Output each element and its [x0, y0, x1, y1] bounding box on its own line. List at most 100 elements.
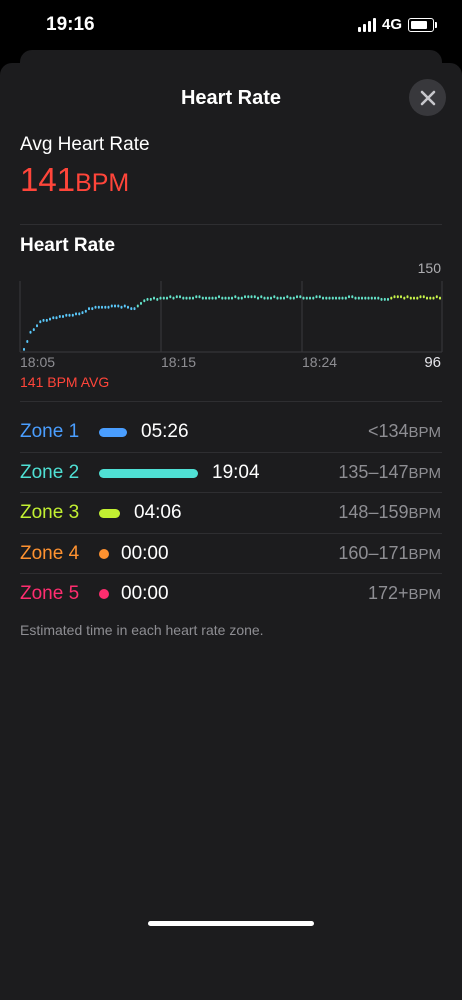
heart-rate-point [97, 305, 100, 309]
zone-row-4[interactable]: Zone 4 00:00 160–171BPM [0, 534, 462, 574]
x-tick-label: 18:24 [302, 354, 338, 370]
zone-duration-bar [99, 468, 198, 478]
heart-rate-point [439, 296, 441, 300]
heart-rate-point [195, 295, 198, 299]
heart-rate-chart[interactable] [0, 253, 462, 403]
heart-rate-point [318, 295, 321, 299]
zone-range-value: 172+ [367, 583, 409, 603]
network-type: 4G [381, 16, 402, 33]
heart-rate-point [383, 297, 386, 301]
zone-range-value: <134 [367, 421, 409, 441]
zone-range: 160–171BPM [338, 543, 441, 564]
heart-rate-point [169, 295, 172, 299]
heart-rate-point [344, 296, 347, 300]
divider [20, 451, 442, 453]
avg-bpm-note: 141 BPM AVG [20, 374, 110, 390]
heart-rate-point [153, 296, 155, 300]
x-tick-label: 18:05 [20, 354, 56, 370]
zone-range-value: 135–147 [338, 461, 409, 482]
heart-rate-point [416, 296, 419, 300]
heart-rate-point [296, 295, 298, 299]
zone-range: <134BPM [368, 421, 441, 442]
heart-rate-point [221, 296, 224, 300]
zone-range: 172+BPM [368, 583, 441, 604]
home-indicator[interactable] [148, 921, 314, 926]
heart-rate-point [354, 296, 357, 300]
heart-rate-point [250, 295, 253, 299]
zone-name: Zone 5 [20, 583, 80, 604]
heart-rate-sheet: Heart Rate Avg Heart Rate 141BPM Heart R… [0, 63, 462, 1000]
heart-rate-point [62, 315, 64, 318]
status-time: 19:16 [46, 14, 95, 35]
heart-rate-point [357, 296, 360, 300]
heart-rate-point [289, 296, 292, 300]
avg-value-number: 141 [20, 161, 76, 198]
heart-rate-point [400, 295, 402, 299]
zone-name: Zone 1 [20, 421, 80, 442]
zone-time: 05:26 [141, 421, 189, 442]
heart-rate-point [149, 297, 152, 301]
y-axis-min-label: 96 [424, 354, 441, 371]
heart-rate-point [156, 297, 159, 301]
heart-rate-point [166, 296, 168, 300]
zone-row-2[interactable]: Zone 2 19:04 135–147BPM [0, 453, 462, 493]
zone-name: Zone 3 [20, 502, 80, 523]
status-bar: 19:16 4G [0, 0, 462, 52]
avg-heart-rate-value: 141BPM [20, 161, 129, 199]
heart-rate-point [325, 296, 328, 300]
zone-time: 19:04 [212, 461, 260, 483]
heart-rate-point [133, 307, 136, 311]
heart-rate-point [81, 311, 84, 315]
heart-rate-point [78, 312, 81, 316]
divider [20, 492, 442, 493]
heart-rate-point [338, 296, 341, 300]
close-button[interactable] [409, 79, 446, 116]
heart-rate-point [188, 296, 191, 300]
heart-rate-point [159, 296, 162, 300]
zone-row-3[interactable]: Zone 3 04:06 148–159BPM [0, 493, 462, 534]
avg-heart-rate-label: Avg Heart Rate [20, 134, 150, 155]
zone-range: 148–159BPM [338, 502, 441, 523]
zone-range-unit: BPM [408, 545, 441, 563]
heart-rate-point [94, 305, 97, 309]
heart-rate-point [237, 296, 240, 300]
heart-rate-point [65, 313, 68, 317]
sheet-title: Heart Rate [180, 87, 282, 109]
heart-rate-point [322, 296, 324, 300]
heart-rate-point [104, 305, 107, 309]
zone-row-1[interactable]: Zone 1 05:26 <134BPM [0, 412, 462, 453]
heart-rate-point [387, 297, 389, 301]
zone-range-unit: BPM [408, 586, 441, 603]
heart-rate-point [71, 313, 74, 317]
zone-name: Zone 4 [20, 542, 80, 564]
heart-rate-point [143, 299, 146, 303]
zone-row-5[interactable]: Zone 5 00:00 172+BPM [0, 574, 462, 615]
zone-range: 135–147BPM [338, 462, 441, 483]
heart-rate-point [266, 296, 269, 300]
heart-rate-point [32, 328, 35, 332]
heart-rate-point [107, 305, 110, 309]
heart-rate-point [114, 304, 116, 308]
heart-rate-point [263, 296, 266, 300]
heart-rate-point [110, 304, 113, 308]
heart-rate-point [283, 296, 285, 300]
heart-rate-point [305, 296, 308, 300]
heart-rate-point [328, 296, 331, 300]
heart-rate-point [130, 307, 133, 311]
heart-rate-point [185, 296, 188, 300]
heart-rate-point [244, 295, 246, 299]
heart-rate-point [396, 295, 399, 299]
heart-rate-point [198, 295, 201, 299]
heart-rate-point [331, 296, 334, 300]
heart-rate-point [257, 296, 259, 300]
heart-rate-point [380, 297, 383, 301]
heart-rate-point [26, 340, 29, 343]
heart-rate-point [364, 296, 367, 300]
heart-rate-point [299, 295, 302, 299]
heart-rate-point [292, 296, 295, 300]
heart-rate-point [101, 305, 103, 309]
heart-rate-point [270, 296, 272, 300]
heart-rate-point [146, 297, 149, 301]
heart-rate-point [120, 305, 123, 309]
heart-rate-point [91, 307, 94, 311]
